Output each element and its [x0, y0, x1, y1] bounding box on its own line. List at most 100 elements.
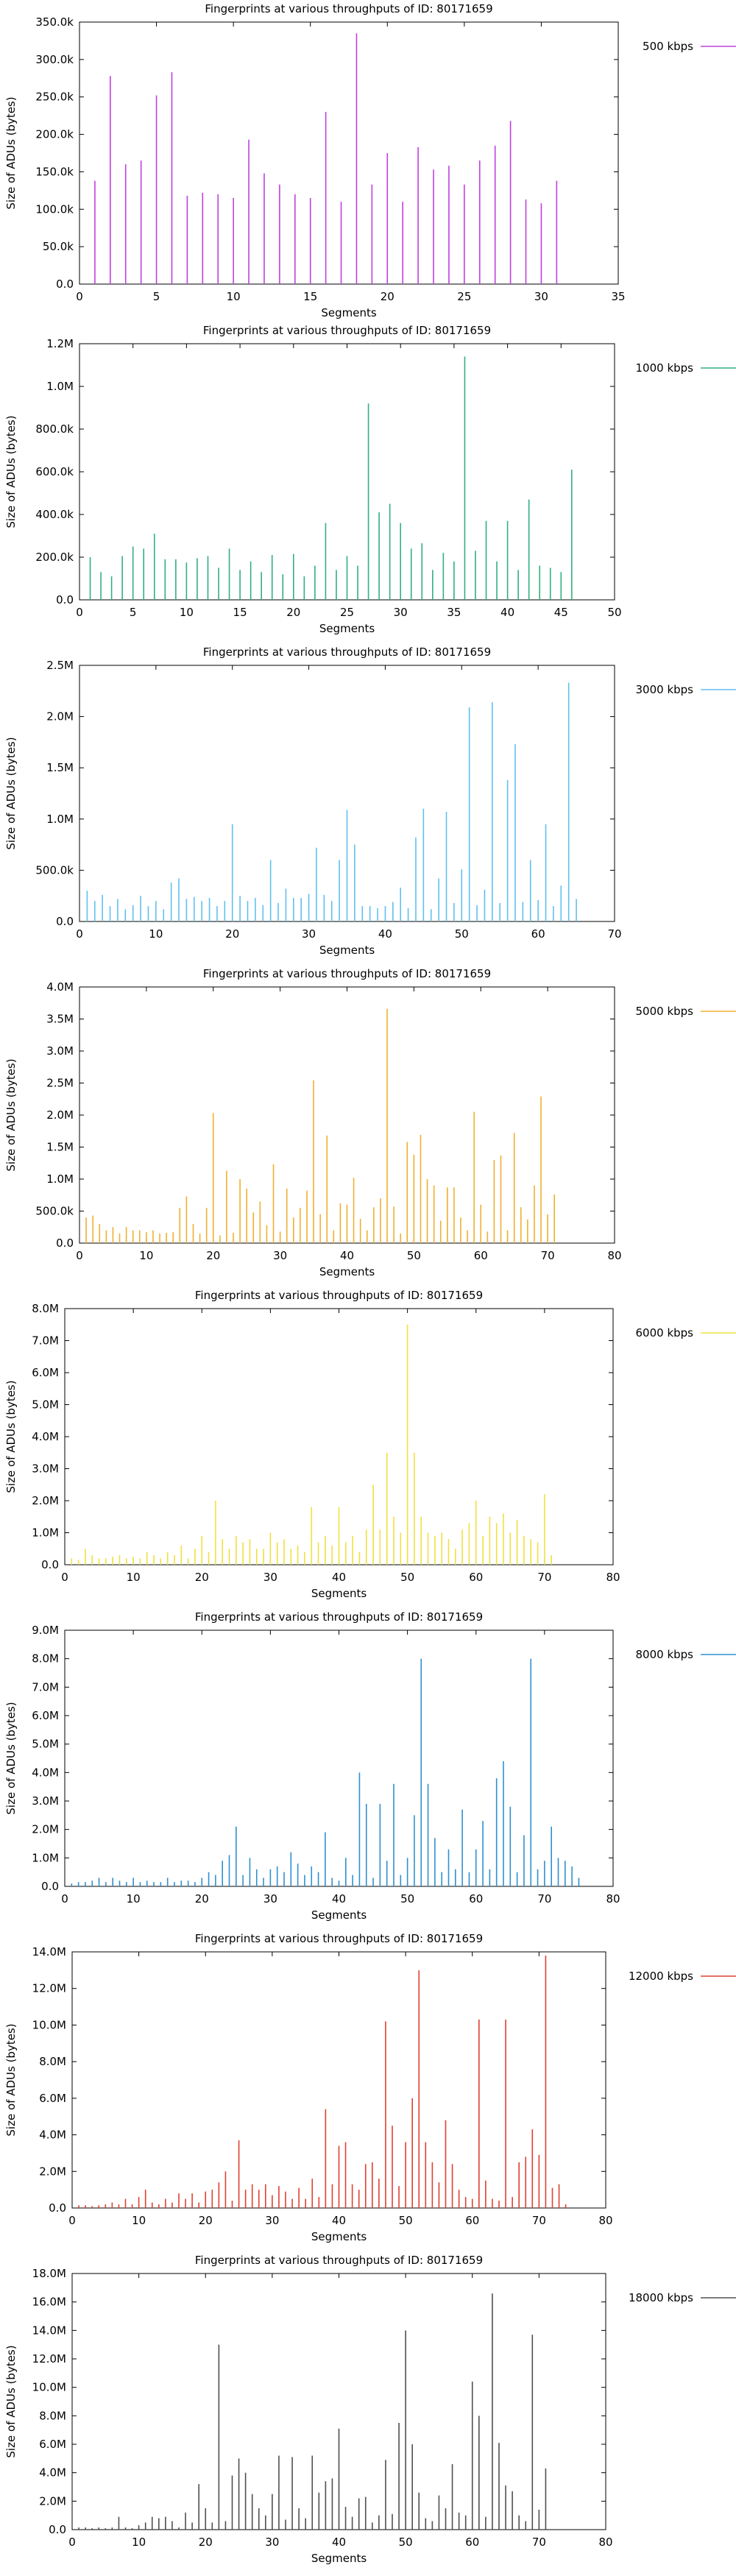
x-tick-label: 60	[469, 1892, 483, 1906]
y-tick-label: 600.0k	[35, 465, 74, 478]
x-tick-label: 5	[153, 290, 160, 303]
x-axis-label: Segments	[311, 2230, 367, 2243]
y-tick-label: 12.0M	[32, 1982, 66, 1995]
y-tick-label: 2.0M	[32, 1823, 59, 1836]
x-tick-label: 60	[465, 2536, 479, 2549]
y-tick-label: 8.0M	[32, 1302, 59, 1315]
x-tick-label: 0	[61, 1571, 68, 1584]
x-tick-label: 50	[407, 1249, 421, 1262]
x-tick-label: 30	[263, 1892, 277, 1906]
x-tick-label: 35	[447, 606, 461, 619]
x-tick-label: 30	[265, 2214, 279, 2227]
y-tick-label: 1.0M	[32, 1851, 59, 1864]
y-tick-label: 2.0M	[39, 2165, 66, 2178]
x-tick-label: 20	[195, 1892, 209, 1906]
y-tick-label: 6.0M	[32, 1709, 59, 1722]
y-tick-label: 8.0M	[39, 2409, 66, 2422]
y-tick-label: 1.0M	[46, 1172, 74, 1186]
x-tick-label: 45	[554, 606, 568, 619]
y-tick-label: 4.0M	[32, 1430, 59, 1443]
x-tick-label: 70	[532, 2214, 546, 2227]
x-tick-label: 50	[455, 927, 469, 941]
y-tick-label: 14.0M	[32, 1945, 66, 1958]
x-tick-label: 25	[457, 290, 471, 303]
y-tick-label: 2.0M	[32, 1494, 59, 1507]
y-tick-label: 1.5M	[46, 761, 74, 774]
chart-5: Fingerprints at various throughputs of I…	[4, 1289, 736, 1600]
x-tick-label: 20	[206, 1249, 220, 1262]
y-tick-label: 0.0	[41, 1880, 59, 1893]
legend-label: 5000 kbps	[636, 1005, 694, 1018]
y-tick-label: 4.0M	[39, 2466, 66, 2480]
chart-4: Fingerprints at various throughputs of I…	[4, 967, 736, 1278]
x-tick-label: 0	[76, 1249, 83, 1262]
y-tick-label: 500.0k	[35, 863, 74, 877]
chart-6: Fingerprints at various throughputs of I…	[4, 1610, 736, 1922]
x-tick-label: 50	[400, 1571, 414, 1584]
x-axis-label: Segments	[319, 1265, 375, 1278]
chart-title: Fingerprints at various throughputs of I…	[203, 967, 491, 980]
chart-title: Fingerprints at various throughputs of I…	[203, 645, 491, 659]
y-axis-label: Size of ADUs (bytes)	[4, 1380, 18, 1493]
x-tick-label: 60	[474, 1249, 488, 1262]
y-tick-label: 7.0M	[32, 1334, 59, 1348]
y-tick-label: 0.0	[56, 915, 74, 928]
x-tick-label: 20	[195, 1571, 209, 1584]
y-tick-label: 18.0M	[32, 2267, 66, 2280]
y-axis-label: Size of ADUs (bytes)	[4, 737, 18, 849]
plot-frame	[79, 21, 619, 285]
y-tick-label: 3.0M	[46, 1044, 74, 1058]
y-tick-label: 5.0M	[32, 1398, 59, 1412]
y-axis-label: Size of ADUs (bytes)	[4, 1702, 18, 1814]
x-tick-label: 50	[399, 2214, 413, 2227]
y-tick-label: 2.0M	[46, 1108, 74, 1122]
x-tick-label: 40	[340, 1249, 354, 1262]
chart-title: Fingerprints at various throughputs of I…	[195, 1610, 483, 1624]
x-tick-label: 70	[537, 1892, 551, 1906]
x-tick-label: 60	[465, 2214, 479, 2227]
y-tick-label: 10.0M	[32, 2381, 66, 2394]
x-axis-label: Segments	[311, 1908, 367, 1922]
x-tick-label: 60	[531, 927, 545, 941]
x-tick-label: 80	[598, 2214, 612, 2227]
y-tick-label: 200.0k	[35, 551, 74, 564]
x-tick-label: 40	[332, 2214, 346, 2227]
x-tick-label: 30	[302, 927, 316, 941]
x-tick-label: 10	[127, 1892, 141, 1906]
y-tick-label: 8.0M	[32, 1652, 59, 1666]
y-tick-label: 0.0	[41, 1558, 59, 1571]
legend-label: 12000 kbps	[629, 1970, 693, 1983]
x-tick-label: 10	[132, 2214, 146, 2227]
x-tick-label: 25	[340, 606, 354, 619]
x-tick-label: 80	[607, 1249, 621, 1262]
y-axis-label: Size of ADUs (bytes)	[4, 2345, 18, 2458]
y-tick-label: 100.0k	[35, 202, 74, 216]
x-tick-label: 40	[332, 1571, 346, 1584]
legend-label: 18000 kbps	[629, 2291, 693, 2304]
x-tick-label: 80	[606, 1571, 620, 1584]
x-tick-label: 60	[469, 1571, 483, 1584]
x-tick-label: 0	[68, 2536, 76, 2549]
x-tick-label: 20	[199, 2536, 213, 2549]
y-tick-label: 6.0M	[32, 1366, 59, 1379]
y-tick-label: 14.0M	[32, 2324, 66, 2337]
y-tick-label: 0.0	[49, 2523, 66, 2536]
y-tick-label: 2.5M	[46, 659, 74, 672]
x-axis-label: Segments	[321, 306, 377, 319]
y-tick-label: 800.0k	[35, 422, 74, 436]
y-tick-label: 2.0M	[39, 2494, 66, 2508]
y-axis-label: Size of ADUs (bytes)	[4, 1058, 18, 1171]
y-tick-label: 16.0M	[32, 2296, 66, 2309]
y-tick-label: 8.0M	[39, 2055, 66, 2068]
legend-label: 8000 kbps	[636, 1648, 694, 1661]
y-tick-label: 0.0	[56, 277, 74, 291]
x-axis-label: Segments	[319, 622, 375, 635]
y-tick-label: 3.0M	[32, 1462, 59, 1476]
y-tick-label: 1.0M	[32, 1526, 59, 1540]
x-tick-label: 20	[381, 290, 394, 303]
x-tick-label: 0	[76, 606, 83, 619]
x-tick-label: 50	[399, 2536, 413, 2549]
legend-label: 6000 kbps	[636, 1326, 694, 1340]
x-tick-label: 50	[400, 1892, 414, 1906]
chart-3: Fingerprints at various throughputs of I…	[4, 645, 736, 957]
